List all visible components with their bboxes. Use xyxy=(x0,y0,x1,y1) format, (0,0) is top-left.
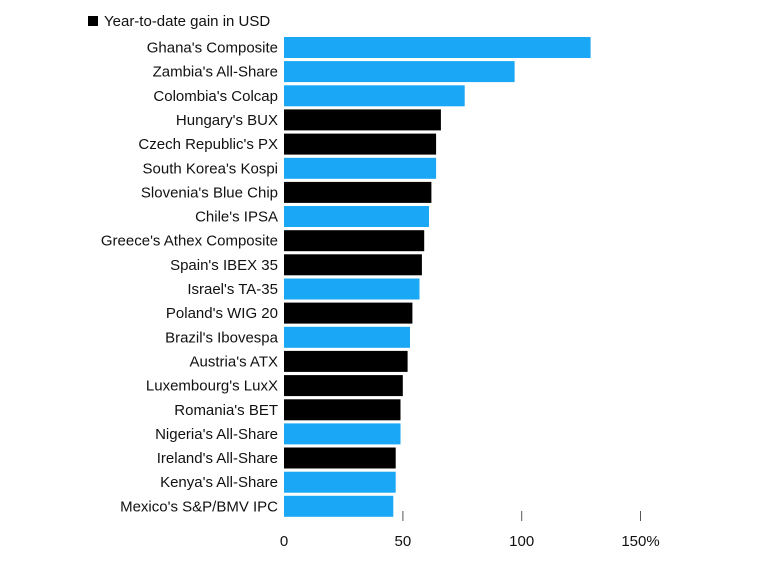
bar xyxy=(284,399,401,421)
bar xyxy=(284,157,437,179)
category-label: Brazil's Ibovespa xyxy=(165,329,279,346)
legend-swatch xyxy=(88,16,98,26)
category-label: Kenya's All-Share xyxy=(160,474,278,491)
bar xyxy=(284,278,420,300)
category-label: Poland's WIG 20 xyxy=(166,305,278,322)
bar xyxy=(284,109,441,131)
bar xyxy=(284,302,413,324)
category-label: Spain's IBEX 35 xyxy=(170,257,278,274)
bar xyxy=(284,447,396,469)
category-label: Ireland's All-Share xyxy=(157,450,278,467)
bar xyxy=(284,133,437,155)
bar xyxy=(284,230,425,252)
category-label: Nigeria's All-Share xyxy=(155,426,278,443)
bar xyxy=(284,423,401,445)
category-label: Slovenia's Blue Chip xyxy=(141,184,278,201)
category-label: Chile's IPSA xyxy=(195,209,278,226)
bar xyxy=(284,61,515,83)
bar xyxy=(284,495,394,517)
x-tick-label: 150% xyxy=(621,533,659,550)
category-label: Mexico's S&P/BMV IPC xyxy=(120,498,278,515)
x-axis: 0 50 100 150% xyxy=(280,511,660,550)
x-tick-label: 0 xyxy=(280,533,288,550)
x-tick-label: 50 xyxy=(395,533,412,550)
legend: Year-to-date gain in USD xyxy=(88,13,270,30)
category-label: Austria's ATX xyxy=(190,353,278,370)
bar xyxy=(284,326,410,348)
bar xyxy=(284,471,396,493)
bar xyxy=(284,350,408,372)
bar xyxy=(284,206,429,227)
category-label: Luxembourg's LuxX xyxy=(146,378,278,395)
category-label: Colombia's Colcap xyxy=(153,88,278,105)
category-label: Romania's BET xyxy=(174,402,278,419)
category-label: Israel's TA-35 xyxy=(187,281,278,298)
category-label: Czech Republic's PX xyxy=(138,136,278,153)
bar xyxy=(284,254,422,276)
bars-group xyxy=(284,37,591,517)
category-label: Zambia's All-Share xyxy=(153,64,278,81)
category-label: South Korea's Kospi xyxy=(143,160,278,177)
legend-label: Year-to-date gain in USD xyxy=(104,13,270,30)
category-labels-group: Ghana's Composite Zambia's All-Share Colom… xyxy=(101,40,279,516)
category-label: Hungary's BUX xyxy=(176,112,278,129)
bar xyxy=(284,375,403,397)
bar xyxy=(284,85,465,107)
category-label: Ghana's Composite xyxy=(147,40,278,57)
bar xyxy=(284,37,591,58)
bar xyxy=(284,181,432,203)
x-tick-label: 100 xyxy=(509,533,534,550)
category-label: Greece's Athex Composite xyxy=(101,233,278,250)
